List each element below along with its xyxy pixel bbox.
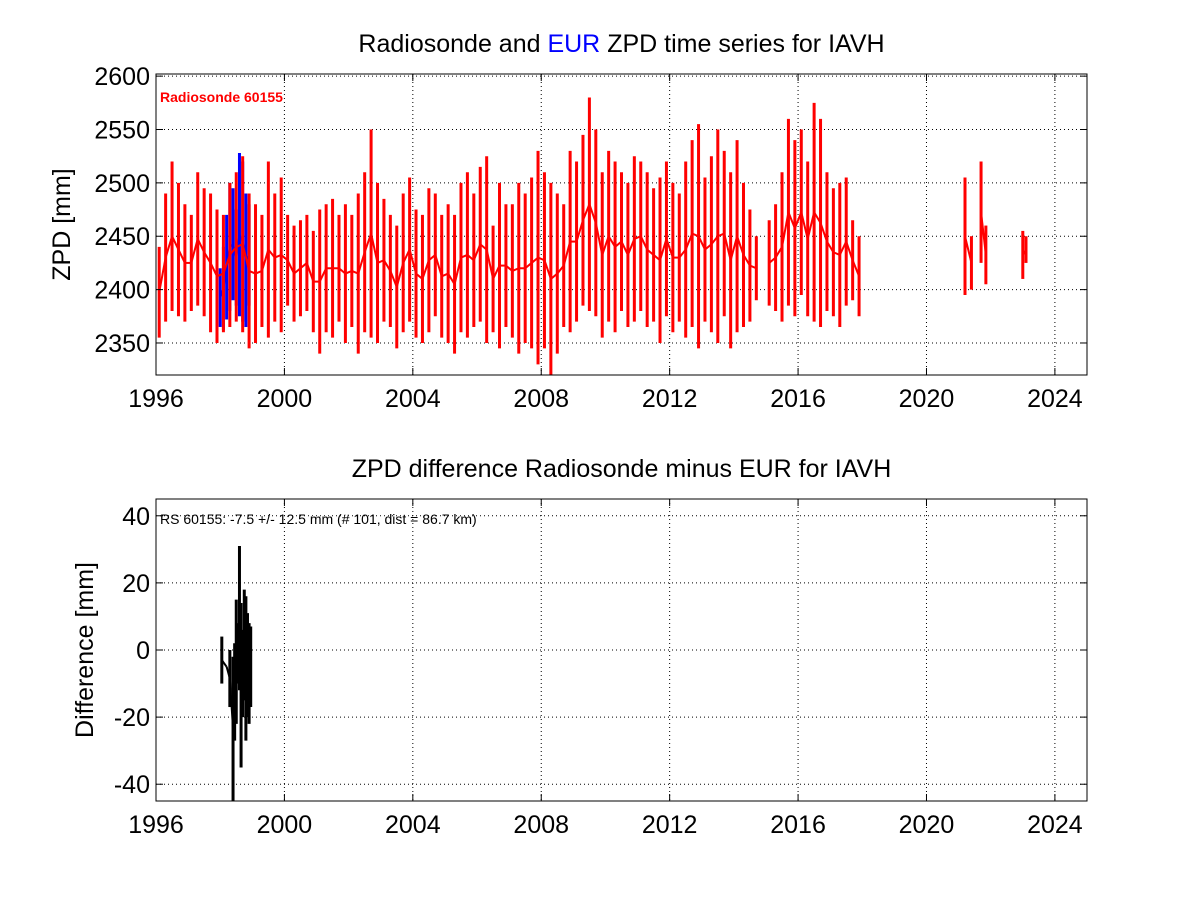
y-tick-label: 2550 — [94, 117, 150, 145]
chart-title: ZPD difference Radiosonde minus EUR for … — [352, 455, 892, 483]
panel-zpd-difference: 1996 2000 2004 2008 2012 2016 2020 2024 -40 -20 0 2… — [71, 455, 1088, 839]
x-tick-label: 2012 — [642, 811, 698, 839]
plot-frame — [155, 498, 1088, 802]
y-tick-label: 2350 — [94, 330, 150, 358]
x-tick-label: 2012 — [642, 385, 698, 413]
y-tick-label: -20 — [114, 704, 150, 732]
panel-zpd-time-series: 1996 2000 2004 2008 2012 2016 2020 2024 2350 2400… — [48, 30, 1088, 413]
y-tick-label: 2400 — [94, 277, 150, 305]
series-difference — [220, 545, 253, 801]
y-tick-label: 0 — [136, 637, 150, 665]
y-tick-label: -40 — [114, 771, 150, 799]
y-axis-label: Difference [mm] — [71, 562, 99, 738]
x-tick-label: 2004 — [385, 811, 441, 839]
y-axis-label: ZPD [mm] — [48, 168, 76, 281]
y-tick-label: 2500 — [94, 170, 150, 198]
x-tick-label: 2020 — [899, 811, 955, 839]
y-tick-label: 20 — [122, 570, 150, 598]
x-tick-label: 1996 — [128, 385, 184, 413]
x-tick-label: 2016 — [770, 811, 826, 839]
title-part: ZPD time series for IAVH — [600, 30, 884, 58]
x-tick-label: 1996 — [128, 811, 184, 839]
series-radiosonde — [157, 97, 1028, 375]
x-tick-label: 2004 — [385, 385, 441, 413]
title-part: EUR — [547, 30, 600, 58]
x-tick-label: 2024 — [1027, 811, 1083, 839]
x-tick-label: 2020 — [899, 385, 955, 413]
x-tick-label: 2008 — [513, 385, 569, 413]
x-tick-label: 2000 — [257, 811, 313, 839]
x-tick-label: 2000 — [257, 385, 313, 413]
title-part: Radiosonde and — [358, 30, 547, 58]
y-tick-label: 2450 — [94, 223, 150, 251]
x-tick-label: 2008 — [513, 811, 569, 839]
y-tick-label: 2600 — [94, 63, 150, 91]
annotation-text: RS 60155: -7.5 +/- 12.5 mm (# 101, dist … — [160, 511, 477, 527]
x-tick-label: 2024 — [1027, 385, 1083, 413]
plot-frame — [155, 73, 1088, 376]
annotation-text: Radiosonde 60155 — [160, 89, 283, 105]
series-connector — [220, 659, 228, 668]
chart-title: Radiosonde and EUR ZPD time series for I… — [358, 30, 884, 58]
x-tick-label: 2016 — [770, 385, 826, 413]
y-tick-label: 40 — [122, 503, 150, 531]
